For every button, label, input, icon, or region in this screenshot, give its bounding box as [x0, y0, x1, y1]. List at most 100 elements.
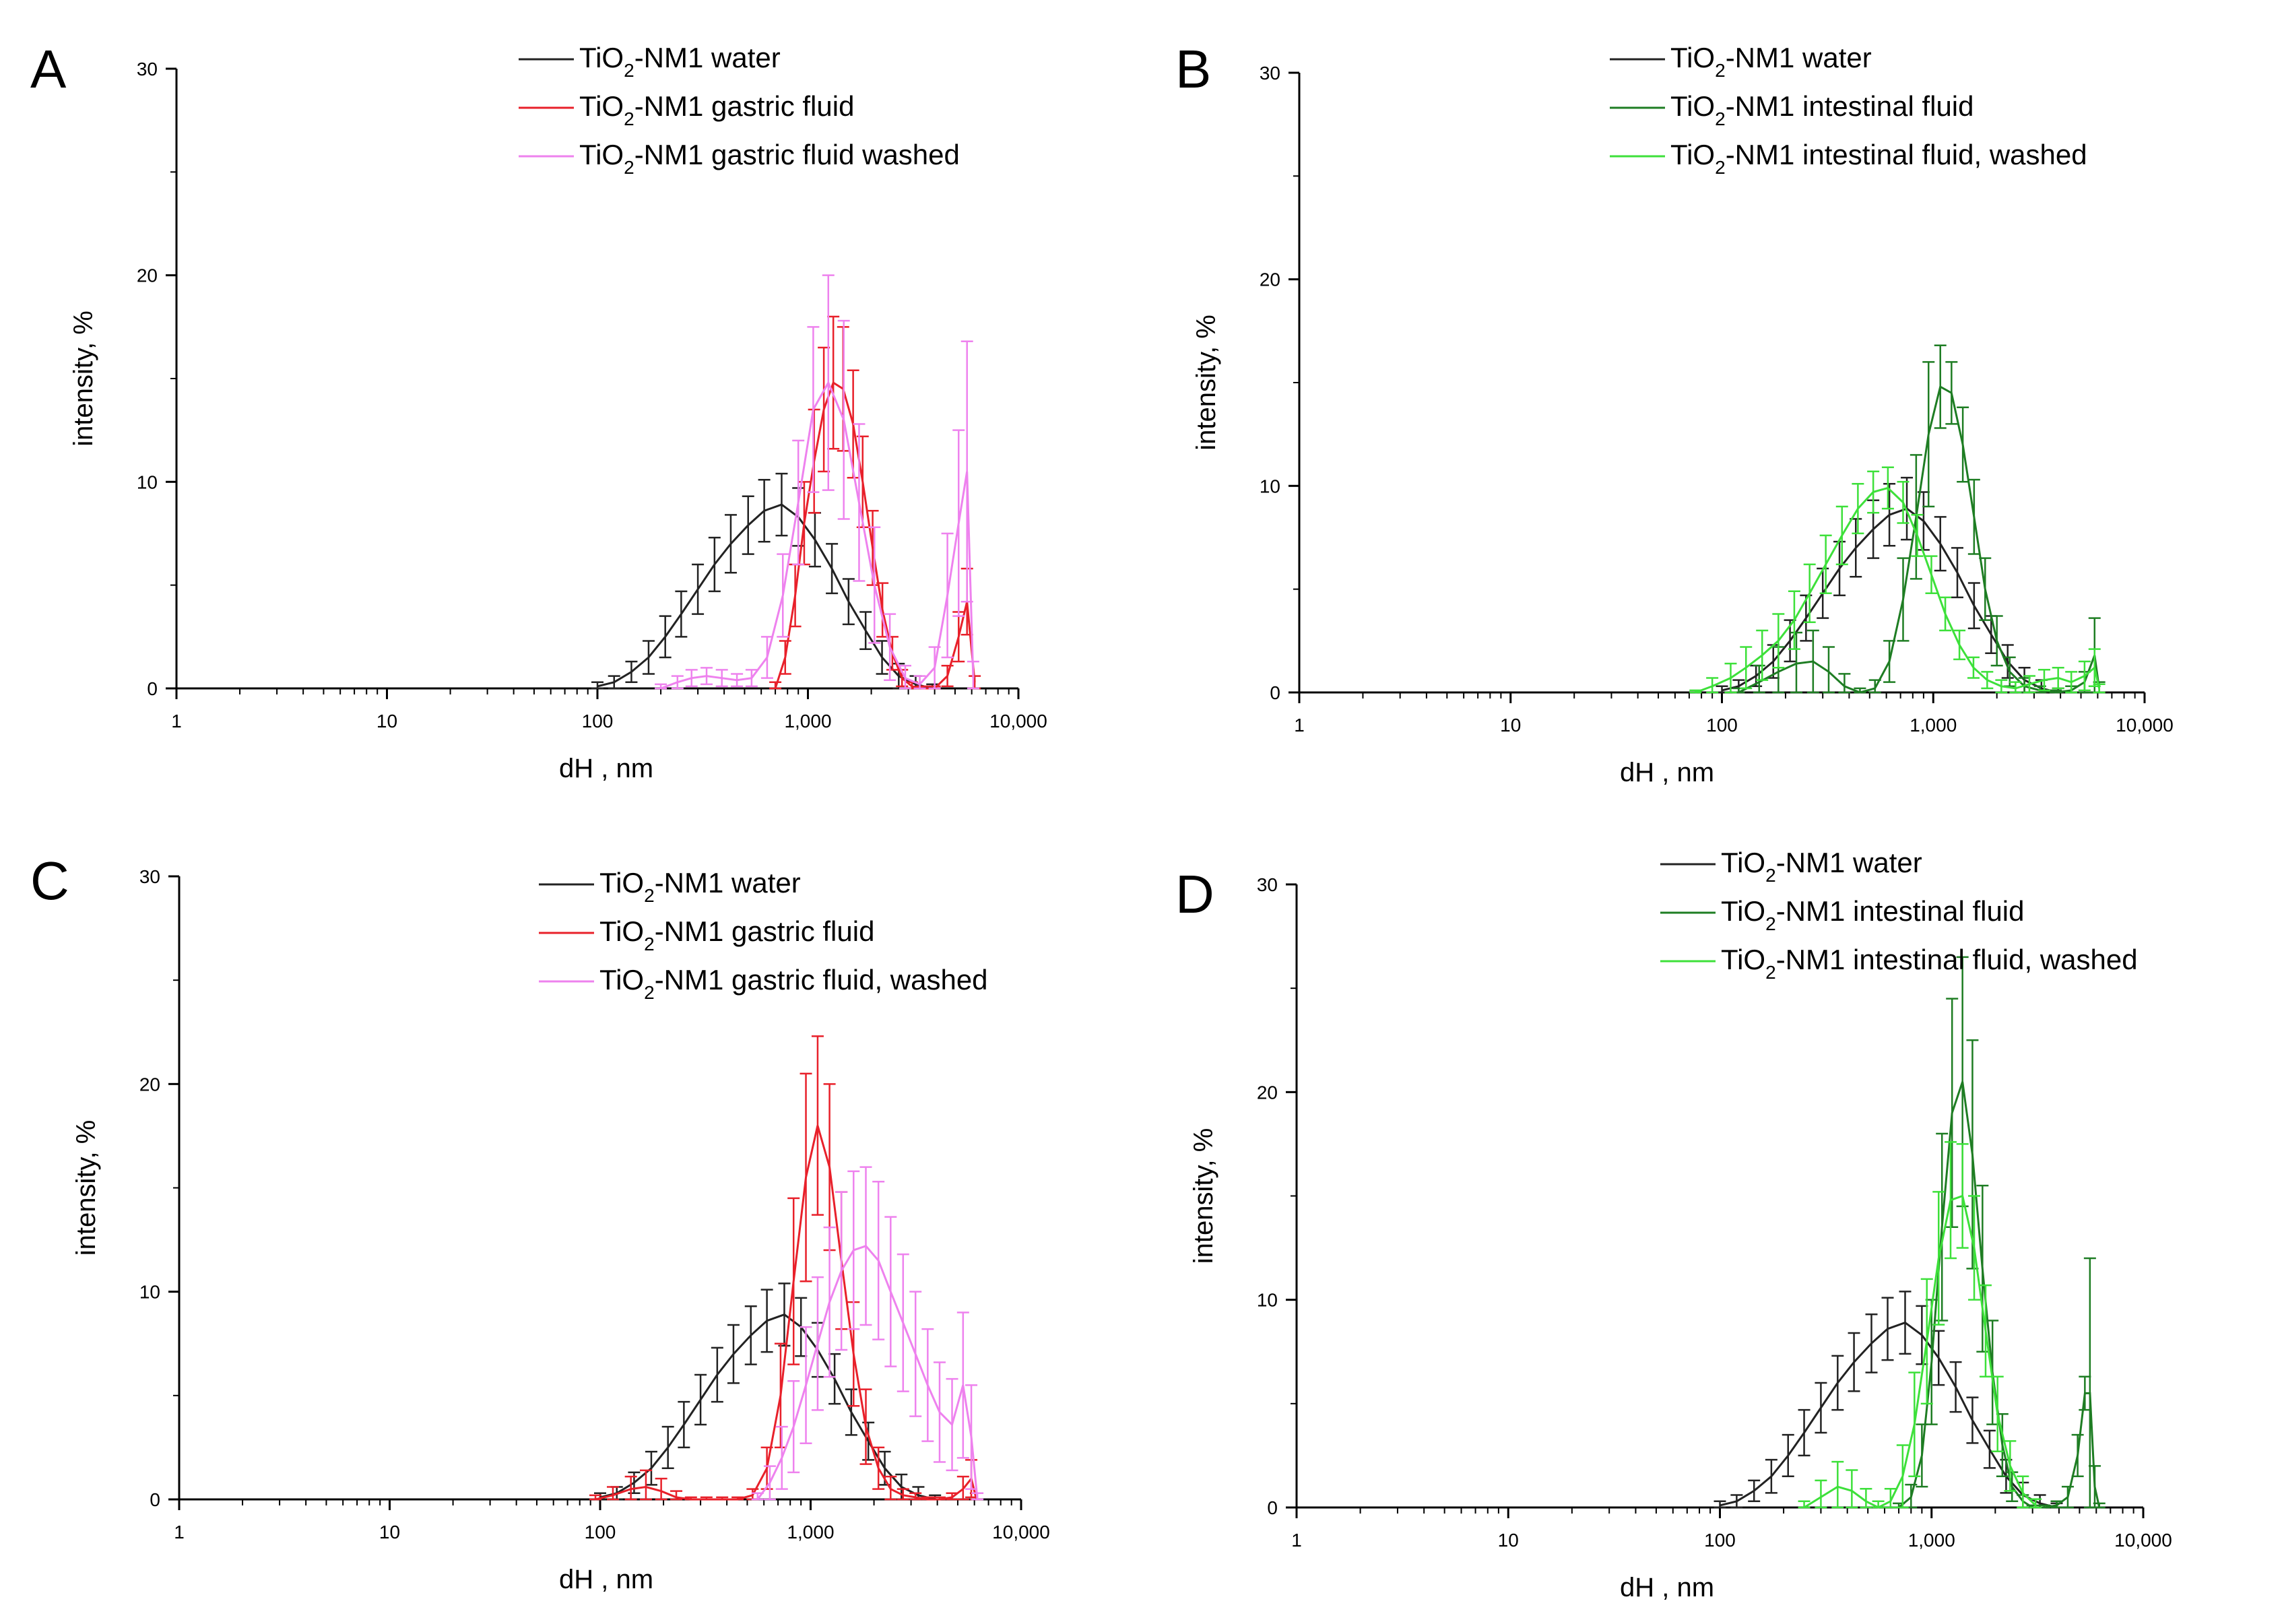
x-axis-label: dH , nm — [559, 754, 653, 783]
legend-label-main: TiO — [599, 915, 644, 947]
error-bar — [1706, 677, 1719, 694]
error-bar — [800, 1326, 812, 1444]
legend-label-rest: -NM1 intestinal fluid, washed — [1776, 944, 2138, 975]
legend-entry: TiO2-NM1 water — [539, 867, 801, 906]
error-bar — [675, 590, 688, 638]
error-bar — [1782, 1433, 1794, 1477]
panel-b: B 1 10 100 1,000 10,000 0 10 20 30 dH , nm intensit… — [1175, 39, 2174, 787]
error-bar — [1953, 629, 1966, 661]
error-bar — [808, 512, 821, 568]
error-bar — [800, 1072, 812, 1282]
error-bar — [828, 1353, 841, 1405]
error-bar — [2001, 644, 2014, 679]
x-tick-label: 100 — [582, 711, 614, 732]
series-2 — [589, 1035, 982, 1501]
legend-entry: TiO2-NM1 water — [1610, 42, 1872, 81]
legend-label-rest: -NM1 gastric fluid — [655, 915, 875, 947]
legend-label-subscript: 2 — [624, 157, 634, 178]
error-bar — [685, 669, 698, 688]
error-bar — [811, 1035, 824, 1216]
legend-label-main: TiO — [1721, 895, 1765, 927]
legend-label-subscript: 2 — [1715, 108, 1726, 129]
y-tick-label: 30 — [137, 59, 158, 79]
legend-label-subscript: 2 — [644, 934, 655, 954]
error-bar — [967, 660, 979, 690]
error-bar — [645, 1450, 657, 1486]
x-tick-label: 100 — [585, 1522, 616, 1542]
error-bar — [909, 1291, 922, 1417]
error-bar — [1848, 1332, 1860, 1392]
series-1 — [591, 472, 939, 690]
legend-entry: TiO2-NM1 water — [519, 42, 781, 81]
error-bar — [868, 526, 881, 644]
y-axis-label: intensity, % — [69, 311, 98, 447]
error-bar — [606, 1486, 619, 1501]
error-bar — [1838, 673, 1851, 694]
error-bar — [1910, 454, 1922, 580]
error-bar — [758, 479, 771, 543]
series-2 — [1732, 344, 2106, 694]
y-tick-label: 10 — [137, 472, 158, 492]
y-tick-label: 0 — [147, 678, 158, 699]
legend-label-main: TiO — [1721, 944, 1765, 975]
series-3 — [655, 274, 979, 690]
error-bar — [1945, 361, 1958, 425]
x-tick-label: 10 — [379, 1522, 400, 1542]
legend-label-subscript: 2 — [644, 885, 655, 906]
x-tick-label: 10,000 — [992, 1522, 1050, 1542]
panel-letter: B — [1175, 39, 1211, 99]
error-bar — [2004, 1440, 2017, 1492]
error-bar — [899, 665, 911, 690]
legend-entry: TiO2-NM1 gastric fluid — [519, 90, 854, 129]
error-bar — [1803, 563, 1816, 623]
legend-label: TiO2-NM1 intestinal fluid — [1670, 90, 1974, 129]
error-bar — [2052, 666, 2064, 690]
error-bar — [859, 1166, 872, 1326]
error-bar — [655, 1477, 667, 1501]
legend-label: TiO2-NM1 water — [1721, 847, 1922, 886]
panel-letter: A — [30, 39, 67, 99]
error-bar — [827, 315, 840, 450]
error-bar — [1872, 1500, 1885, 1509]
x-tick-label: 10,000 — [989, 711, 1047, 732]
legend-label: TiO2-NM1 intestinal fluid, washed — [1721, 944, 2138, 983]
series-line — [1695, 486, 2101, 694]
error-bar — [859, 611, 872, 650]
error-bar — [731, 673, 744, 688]
error-bar — [1833, 540, 1846, 597]
x-tick-label: 10,000 — [2116, 715, 2174, 736]
legend-label-main: TiO — [1670, 90, 1715, 122]
error-bar — [779, 640, 791, 675]
error-bar — [591, 681, 603, 690]
error-bar — [769, 681, 782, 690]
error-bar — [952, 429, 965, 617]
panel-c: C 1 10 100 1,000 10,000 0 10 20 30 dH , nm intensit… — [30, 851, 1050, 1594]
x-tick-label: 1,000 — [784, 711, 831, 732]
legend-entry: TiO2-NM1 gastric fluid — [539, 915, 874, 954]
error-bar — [2050, 689, 2062, 694]
x-tick-label: 1 — [171, 711, 182, 732]
error-bar — [1905, 1483, 1918, 1509]
error-bar — [715, 669, 728, 688]
error-bar — [1966, 1396, 1979, 1444]
error-bar — [1788, 590, 1800, 650]
error-bar — [708, 536, 721, 593]
legend-label-rest: -NM1 gastric fluid — [634, 90, 855, 122]
error-bar — [792, 439, 805, 566]
x-tick-label: 100 — [1706, 715, 1738, 736]
error-bar — [842, 578, 855, 626]
y-tick-label: 10 — [1260, 476, 1280, 496]
legend-label-subscript: 2 — [1715, 60, 1726, 81]
error-bar — [1925, 555, 1938, 595]
series-3 — [751, 1166, 984, 1501]
panel-letter: C — [30, 851, 69, 911]
legend-label-main: TiO — [579, 42, 624, 73]
error-bar — [960, 340, 973, 603]
error-bar — [1867, 470, 1880, 514]
error-bar — [2017, 1475, 2029, 1509]
error-bar — [1850, 518, 1862, 578]
error-bar — [1932, 1330, 1945, 1386]
error-bar — [1806, 629, 1819, 694]
error-bar — [1916, 1305, 1928, 1365]
